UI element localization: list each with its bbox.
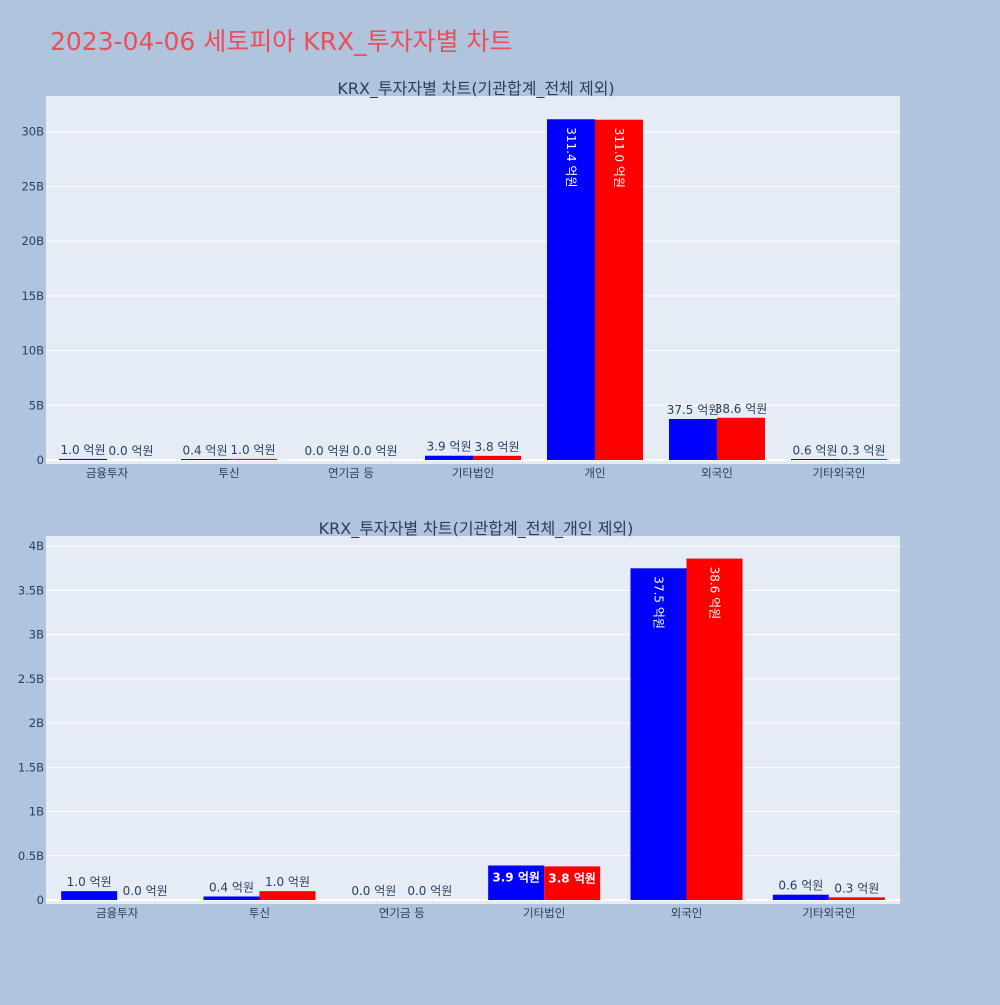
y-tick-label: 3B	[29, 628, 44, 642]
y-tick-label: 3.5B	[18, 583, 44, 597]
bar	[630, 568, 687, 900]
data-label: 0.4 억원	[183, 444, 228, 458]
y-tick-label: 30B	[21, 125, 44, 139]
bar	[595, 119, 643, 460]
y-tick-label: 20B	[21, 234, 44, 248]
y-tick-label: 0	[37, 453, 44, 467]
x-tick-label: 기타법인	[523, 906, 565, 920]
y-tick-label: 2.5B	[18, 672, 44, 686]
x-tick-label: 연기금 등	[379, 906, 425, 920]
data-label: 3.9 억원	[427, 440, 472, 454]
x-tick-label: 기타법인	[452, 466, 494, 480]
data-label: 3.9 억원	[492, 871, 540, 885]
bar	[61, 891, 118, 900]
data-label: 1.0 억원	[61, 443, 106, 457]
data-label: 3.8 억원	[548, 871, 596, 885]
bar	[686, 558, 743, 900]
data-label: 311.4 억원	[564, 127, 578, 187]
x-tick-label: 연기금 등	[328, 466, 374, 480]
bar	[203, 896, 260, 900]
bar	[425, 455, 473, 460]
y-tick-label: 2B	[29, 716, 44, 730]
bar	[488, 865, 545, 900]
bar	[839, 459, 887, 460]
bar	[791, 459, 839, 460]
x-tick-label: 외국인	[701, 466, 733, 480]
chart-panel-2: 0 0.5B 1B 1.5B 2B 2.5B 3B 3.5B 4B KRX_투자자별 차트(기관합…	[18, 519, 900, 920]
figure-title: 2023-04-06 세토피아 KRX_투자자별 차트	[50, 27, 513, 56]
bar	[828, 897, 885, 900]
data-label: 0.3 억원	[834, 881, 879, 895]
data-label: 0.0 억원	[407, 884, 452, 898]
data-label: 0.6 억원	[778, 879, 823, 893]
y-tick-label: 25B	[21, 179, 44, 193]
data-label: 0.0 억원	[353, 444, 398, 458]
bar	[259, 891, 316, 900]
bar	[669, 418, 717, 460]
data-label: 0.4 억원	[209, 880, 254, 894]
data-label: 0.3 억원	[841, 444, 886, 458]
plot-area	[46, 536, 900, 904]
x-tick-label: 기타외국인	[802, 906, 855, 920]
data-label: 0.0 억원	[123, 884, 168, 898]
y-tick-label: 0	[37, 893, 44, 907]
x-tick-label: 기타외국인	[813, 466, 866, 480]
x-tick-label: 금융투자	[86, 466, 129, 480]
data-label: 1.0 억원	[265, 875, 310, 889]
data-label: 1.0 억원	[67, 875, 112, 889]
y-tick-label: 1.5B	[18, 760, 44, 774]
bar	[181, 459, 229, 460]
y-tick-label: 5B	[29, 398, 44, 412]
x-tick-label: 개인	[584, 466, 605, 480]
bar	[547, 119, 595, 460]
data-label: 3.8 억원	[475, 440, 520, 454]
x-tick-label: 투신	[249, 906, 270, 920]
data-label: 1.0 억원	[231, 443, 276, 457]
bar	[717, 417, 765, 460]
data-label: 0.0 억원	[109, 444, 154, 458]
bar	[59, 458, 107, 460]
bar	[772, 894, 829, 900]
x-tick-label: 투신	[218, 466, 239, 480]
plot-area	[46, 96, 900, 464]
y-tick-label: 10B	[21, 344, 44, 358]
bar	[473, 455, 521, 460]
y-tick-label: 4B	[29, 539, 44, 553]
x-tick-label: 금융투자	[96, 906, 139, 920]
y-tick-label: 15B	[21, 289, 44, 303]
data-label: 37.5 억원	[652, 576, 666, 629]
data-label: 38.6 억원	[708, 567, 722, 620]
x-tick-label: 외국인	[671, 906, 703, 920]
subplot-title: KRX_투자자별 차트(기관합계_전체_개인 제외)	[319, 519, 634, 539]
data-label: 0.6 억원	[793, 443, 838, 457]
data-label: 311.0 억원	[612, 128, 626, 188]
data-label: 0.0 억원	[351, 884, 396, 898]
bar	[544, 866, 601, 900]
data-label: 37.5 억원	[667, 403, 720, 417]
data-label: 38.6 억원	[715, 402, 768, 416]
subplot-title: KRX_투자자별 차트(기관합계_전체 제외)	[337, 79, 614, 99]
bar	[229, 458, 277, 460]
y-tick-label: 0.5B	[18, 849, 44, 863]
data-label: 0.0 억원	[305, 444, 350, 458]
chart-panel-1: 0 5B 10B 15B 20B 25B 30B KRX_투자자별 차트(기관합계_전체 제외…	[21, 79, 900, 480]
y-tick-label: 1B	[29, 805, 44, 819]
